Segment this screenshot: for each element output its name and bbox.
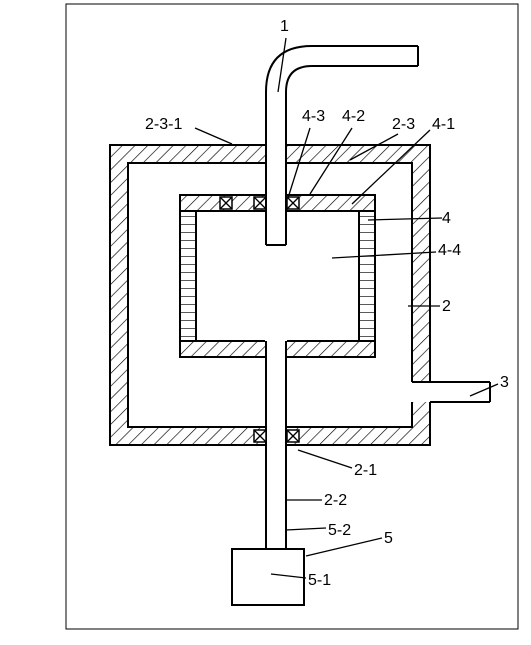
callout-label: 1	[280, 18, 289, 36]
callout-label: 5-2	[328, 522, 351, 540]
callout-label: 4	[442, 210, 451, 228]
diagram-canvas: 1 2-3-1 4-3 4-2 2-3 4-1 4 4-4 2 3 2-1 2-2 5-2 5 5-1	[0, 0, 531, 640]
callout-label: 5	[384, 530, 393, 548]
callout-label: 2	[442, 298, 451, 316]
callout-label: 2-3	[392, 116, 415, 134]
callout-label: 2-3-1	[145, 116, 182, 134]
callout-label: 5-1	[308, 572, 331, 590]
callout-label: 4-3	[302, 108, 325, 126]
callout-label: 4-1	[432, 116, 455, 134]
diagram-svg	[0, 0, 531, 640]
callout-label: 3	[500, 374, 509, 392]
callout-label: 4-2	[342, 108, 365, 126]
callout-label: 2-1	[354, 462, 377, 480]
callout-label: 2-2	[324, 492, 347, 510]
callout-label: 4-4	[438, 242, 461, 260]
